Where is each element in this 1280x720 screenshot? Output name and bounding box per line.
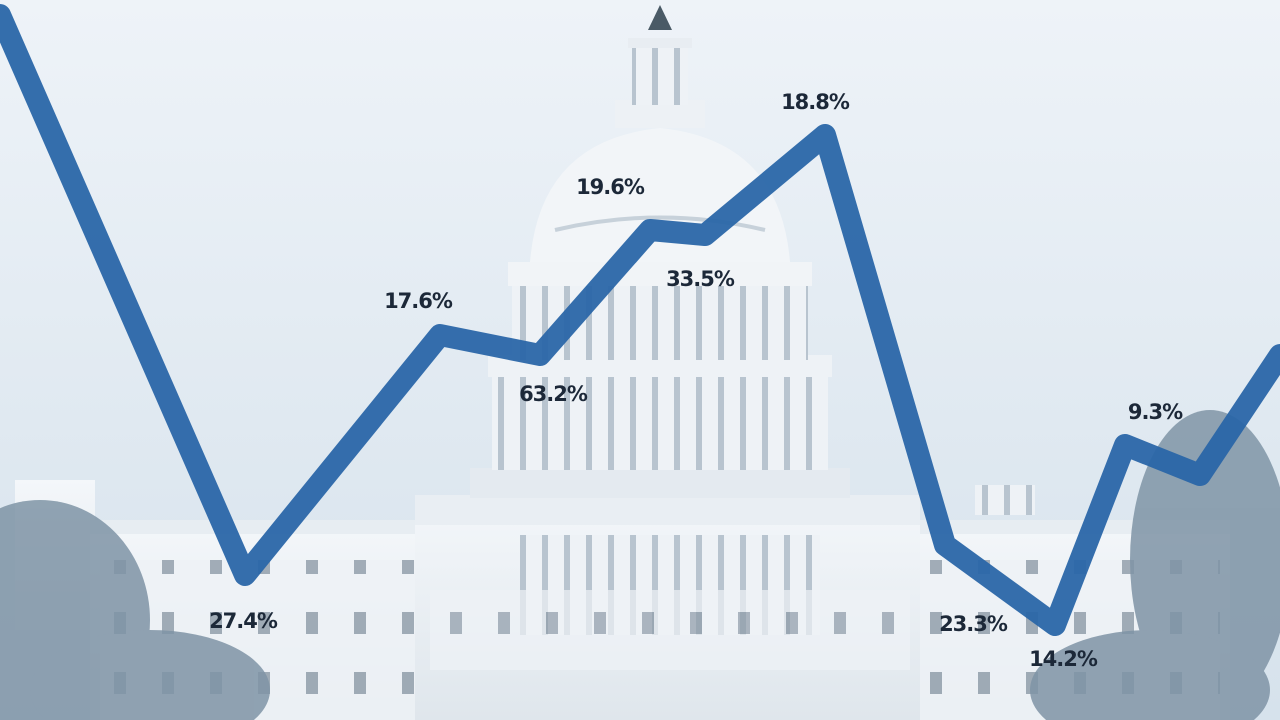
annotation-labels: 18.8% 19.6% 17.6% 33.5% 63.2% 27.4% 23.3% 14.2%… — [209, 90, 1184, 671]
annotation-label: 19.6% — [576, 175, 645, 199]
annotation-label: 17.6% — [384, 289, 453, 313]
annotation-label: 18.8% — [781, 90, 850, 114]
annotation-label: 33.5% — [666, 267, 735, 291]
annotation-label: 63.2% — [519, 382, 588, 406]
annotation-label: 27.4% — [209, 609, 278, 633]
annotation-label: 23.3% — [939, 612, 1008, 636]
trend-line — [0, 4, 1280, 636]
annotation-label: 14.2% — [1029, 647, 1098, 671]
trees — [0, 410, 1280, 720]
annotation-label: 9.3% — [1128, 400, 1183, 424]
